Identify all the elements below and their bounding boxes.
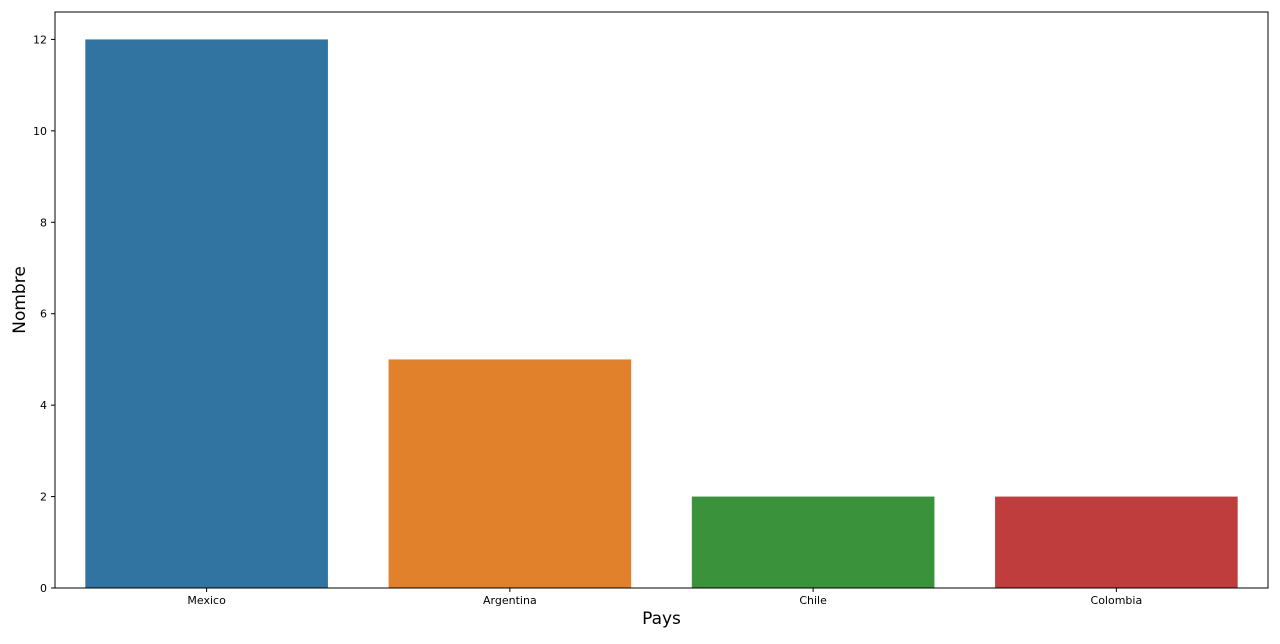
x-tick-label: Argentina [483, 594, 537, 607]
x-tick-label: Colombia [1091, 594, 1143, 607]
x-axis-title: Pays [642, 609, 681, 629]
x-tick-label: Chile [799, 594, 827, 607]
bars-layer [85, 39, 1238, 588]
y-axis-title: Nombre [10, 266, 30, 334]
y-tick-label: 6 [40, 308, 47, 321]
x-axis-ticks: Mexico Argentina Chile Colombia [187, 588, 1142, 607]
plot-frame [54, 11, 1269, 589]
y-tick-label: 0 [40, 582, 47, 595]
y-tick-label: 2 [40, 491, 47, 504]
y-axis-ticks: 0 2 4 6 8 10 12 [33, 33, 55, 595]
y-tick-label: 4 [40, 399, 47, 412]
x-tick-label: Mexico [187, 594, 226, 607]
y-tick-label: 8 [40, 216, 47, 229]
bar-argentina [388, 359, 632, 588]
bar-colombia [995, 496, 1238, 588]
bar-mexico [85, 39, 328, 588]
y-tick-label: 10 [33, 125, 47, 138]
bar-chile [691, 496, 935, 588]
y-tick-label: 12 [33, 33, 47, 46]
